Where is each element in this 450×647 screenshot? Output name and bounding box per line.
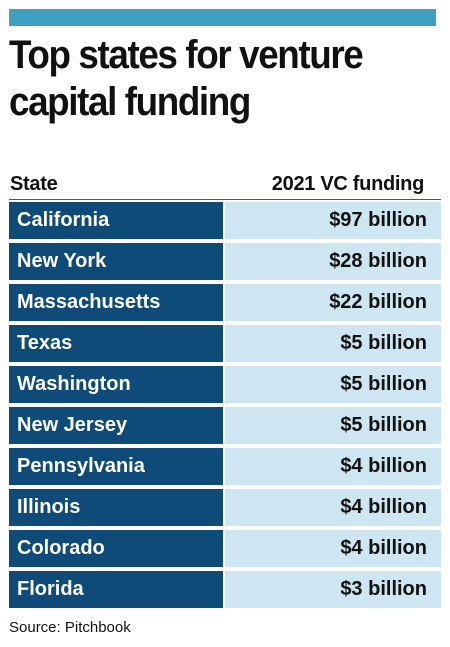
state-cell: Florida xyxy=(9,571,223,608)
funding-cell: $97 billion xyxy=(225,202,441,239)
funding-cell: $5 billion xyxy=(225,407,441,444)
funding-cell: $3 billion xyxy=(225,571,441,608)
funding-cell: $5 billion xyxy=(225,325,441,362)
state-cell: New York xyxy=(9,243,223,280)
header-divider xyxy=(9,199,441,200)
state-cell: Massachusetts xyxy=(9,284,223,321)
state-cell: California xyxy=(9,202,223,239)
funding-cell: $4 billion xyxy=(225,489,441,526)
column-header-funding: 2021 VC funding xyxy=(271,173,425,195)
funding-cell: $5 billion xyxy=(225,366,441,403)
state-cell: Pennsylvania xyxy=(9,448,223,485)
funding-cell: $22 billion xyxy=(225,284,441,321)
chart-title: Top states for venture capital funding xyxy=(9,33,364,124)
state-cell: Washington xyxy=(9,366,223,403)
state-cell: Colorado xyxy=(9,530,223,567)
funding-cell: $4 billion xyxy=(225,448,441,485)
source-note: Source: Pitchbook xyxy=(9,619,131,636)
top-accent-bar xyxy=(9,9,436,26)
state-cell: Texas xyxy=(9,325,223,362)
column-header-state: State xyxy=(10,173,58,195)
state-cell: Illinois xyxy=(9,489,223,526)
funding-cell: $28 billion xyxy=(225,243,441,280)
state-cell: New Jersey xyxy=(9,407,223,444)
funding-cell: $4 billion xyxy=(225,530,441,567)
